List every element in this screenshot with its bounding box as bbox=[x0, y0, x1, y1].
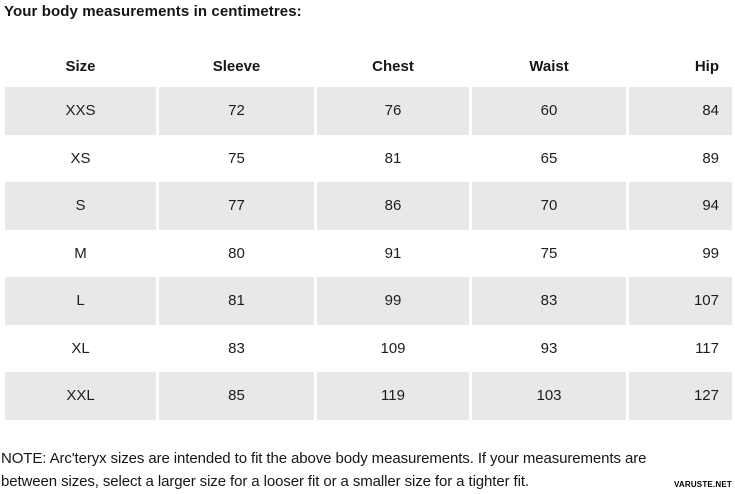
size-label-cell: XS bbox=[5, 134, 156, 182]
measurement-cell: 86 bbox=[317, 182, 469, 230]
measurement-cell: 76 bbox=[317, 87, 469, 135]
measurement-cell: 99 bbox=[629, 229, 732, 277]
page-title: Your body measurements in centimetres: bbox=[4, 3, 302, 20]
note-line-2: between sizes, select a larger size for … bbox=[1, 472, 529, 490]
size-table-header-row: Size Sleeve Chest Waist Hip bbox=[5, 45, 732, 87]
watermark-logo: VARUSTE.NET bbox=[673, 480, 732, 489]
measurement-cell: 107 bbox=[629, 277, 732, 325]
note-line-1: NOTE: Arc'teryx sizes are intended to fi… bbox=[1, 449, 647, 467]
size-label-cell: M bbox=[5, 229, 156, 277]
measurement-cell: 72 bbox=[159, 87, 314, 135]
measurement-cell: 85 bbox=[159, 372, 314, 420]
table-row-s: S 77 86 70 94 bbox=[5, 182, 732, 230]
header-cell-hip: Hip bbox=[694, 57, 719, 75]
measurement-cell: 84 bbox=[629, 87, 732, 135]
table-row-xxl: XXL 85 119 103 127 bbox=[5, 372, 732, 420]
note-text: NOTE: Arc'teryx sizes are intended to fi… bbox=[1, 447, 735, 493]
measurement-cell: 117 bbox=[629, 324, 732, 372]
table-row-xl: XL 83 109 93 117 bbox=[5, 324, 732, 372]
size-label-cell: XXS bbox=[5, 87, 156, 135]
measurement-cell: 65 bbox=[472, 134, 626, 182]
measurement-cell: 81 bbox=[317, 134, 469, 182]
size-label-cell: XXL bbox=[5, 372, 156, 420]
measurement-cell: 94 bbox=[629, 182, 732, 230]
measurement-cell: 83 bbox=[472, 277, 626, 325]
measurement-cell: 109 bbox=[317, 324, 469, 372]
size-label-cell: L bbox=[5, 277, 156, 325]
measurement-cell: 89 bbox=[629, 134, 732, 182]
measurement-cell: 80 bbox=[159, 229, 314, 277]
measurement-cell: 91 bbox=[317, 229, 469, 277]
table-row-xxs: XXS 72 76 60 84 bbox=[5, 87, 732, 135]
size-table: Size Sleeve Chest Waist Hip XXS 72 76 60 84 XS 75 8… bbox=[5, 45, 732, 420]
measurement-cell: 77 bbox=[159, 182, 314, 230]
measurement-cell: 83 bbox=[159, 324, 314, 372]
size-table-body: XXS 72 76 60 84 XS 75 81 65 89 S 77 86 70 94 M 80 91 75 99 L… bbox=[5, 87, 732, 420]
table-row-m: M 80 91 75 99 bbox=[5, 229, 732, 277]
header-cell-size: Size bbox=[65, 57, 96, 75]
size-label-cell: S bbox=[5, 182, 156, 230]
measurement-cell: 75 bbox=[159, 134, 314, 182]
measurement-cell: 70 bbox=[472, 182, 626, 230]
measurement-cell: 127 bbox=[629, 372, 732, 420]
measurement-cell: 60 bbox=[472, 87, 626, 135]
header-cell-sleeve: Sleeve bbox=[212, 57, 261, 75]
table-row-l: L 81 99 83 107 bbox=[5, 277, 732, 325]
measurement-cell: 103 bbox=[472, 372, 626, 420]
header-cell-waist: Waist bbox=[529, 57, 569, 75]
table-row-xs: XS 75 81 65 89 bbox=[5, 134, 732, 182]
measurement-cell: 75 bbox=[472, 229, 626, 277]
measurement-cell: 93 bbox=[472, 324, 626, 372]
header-cell-chest: Chest bbox=[372, 57, 414, 75]
measurement-cell: 119 bbox=[317, 372, 469, 420]
measurement-cell: 81 bbox=[159, 277, 314, 325]
measurement-cell: 99 bbox=[317, 277, 469, 325]
size-label-cell: XL bbox=[5, 324, 156, 372]
